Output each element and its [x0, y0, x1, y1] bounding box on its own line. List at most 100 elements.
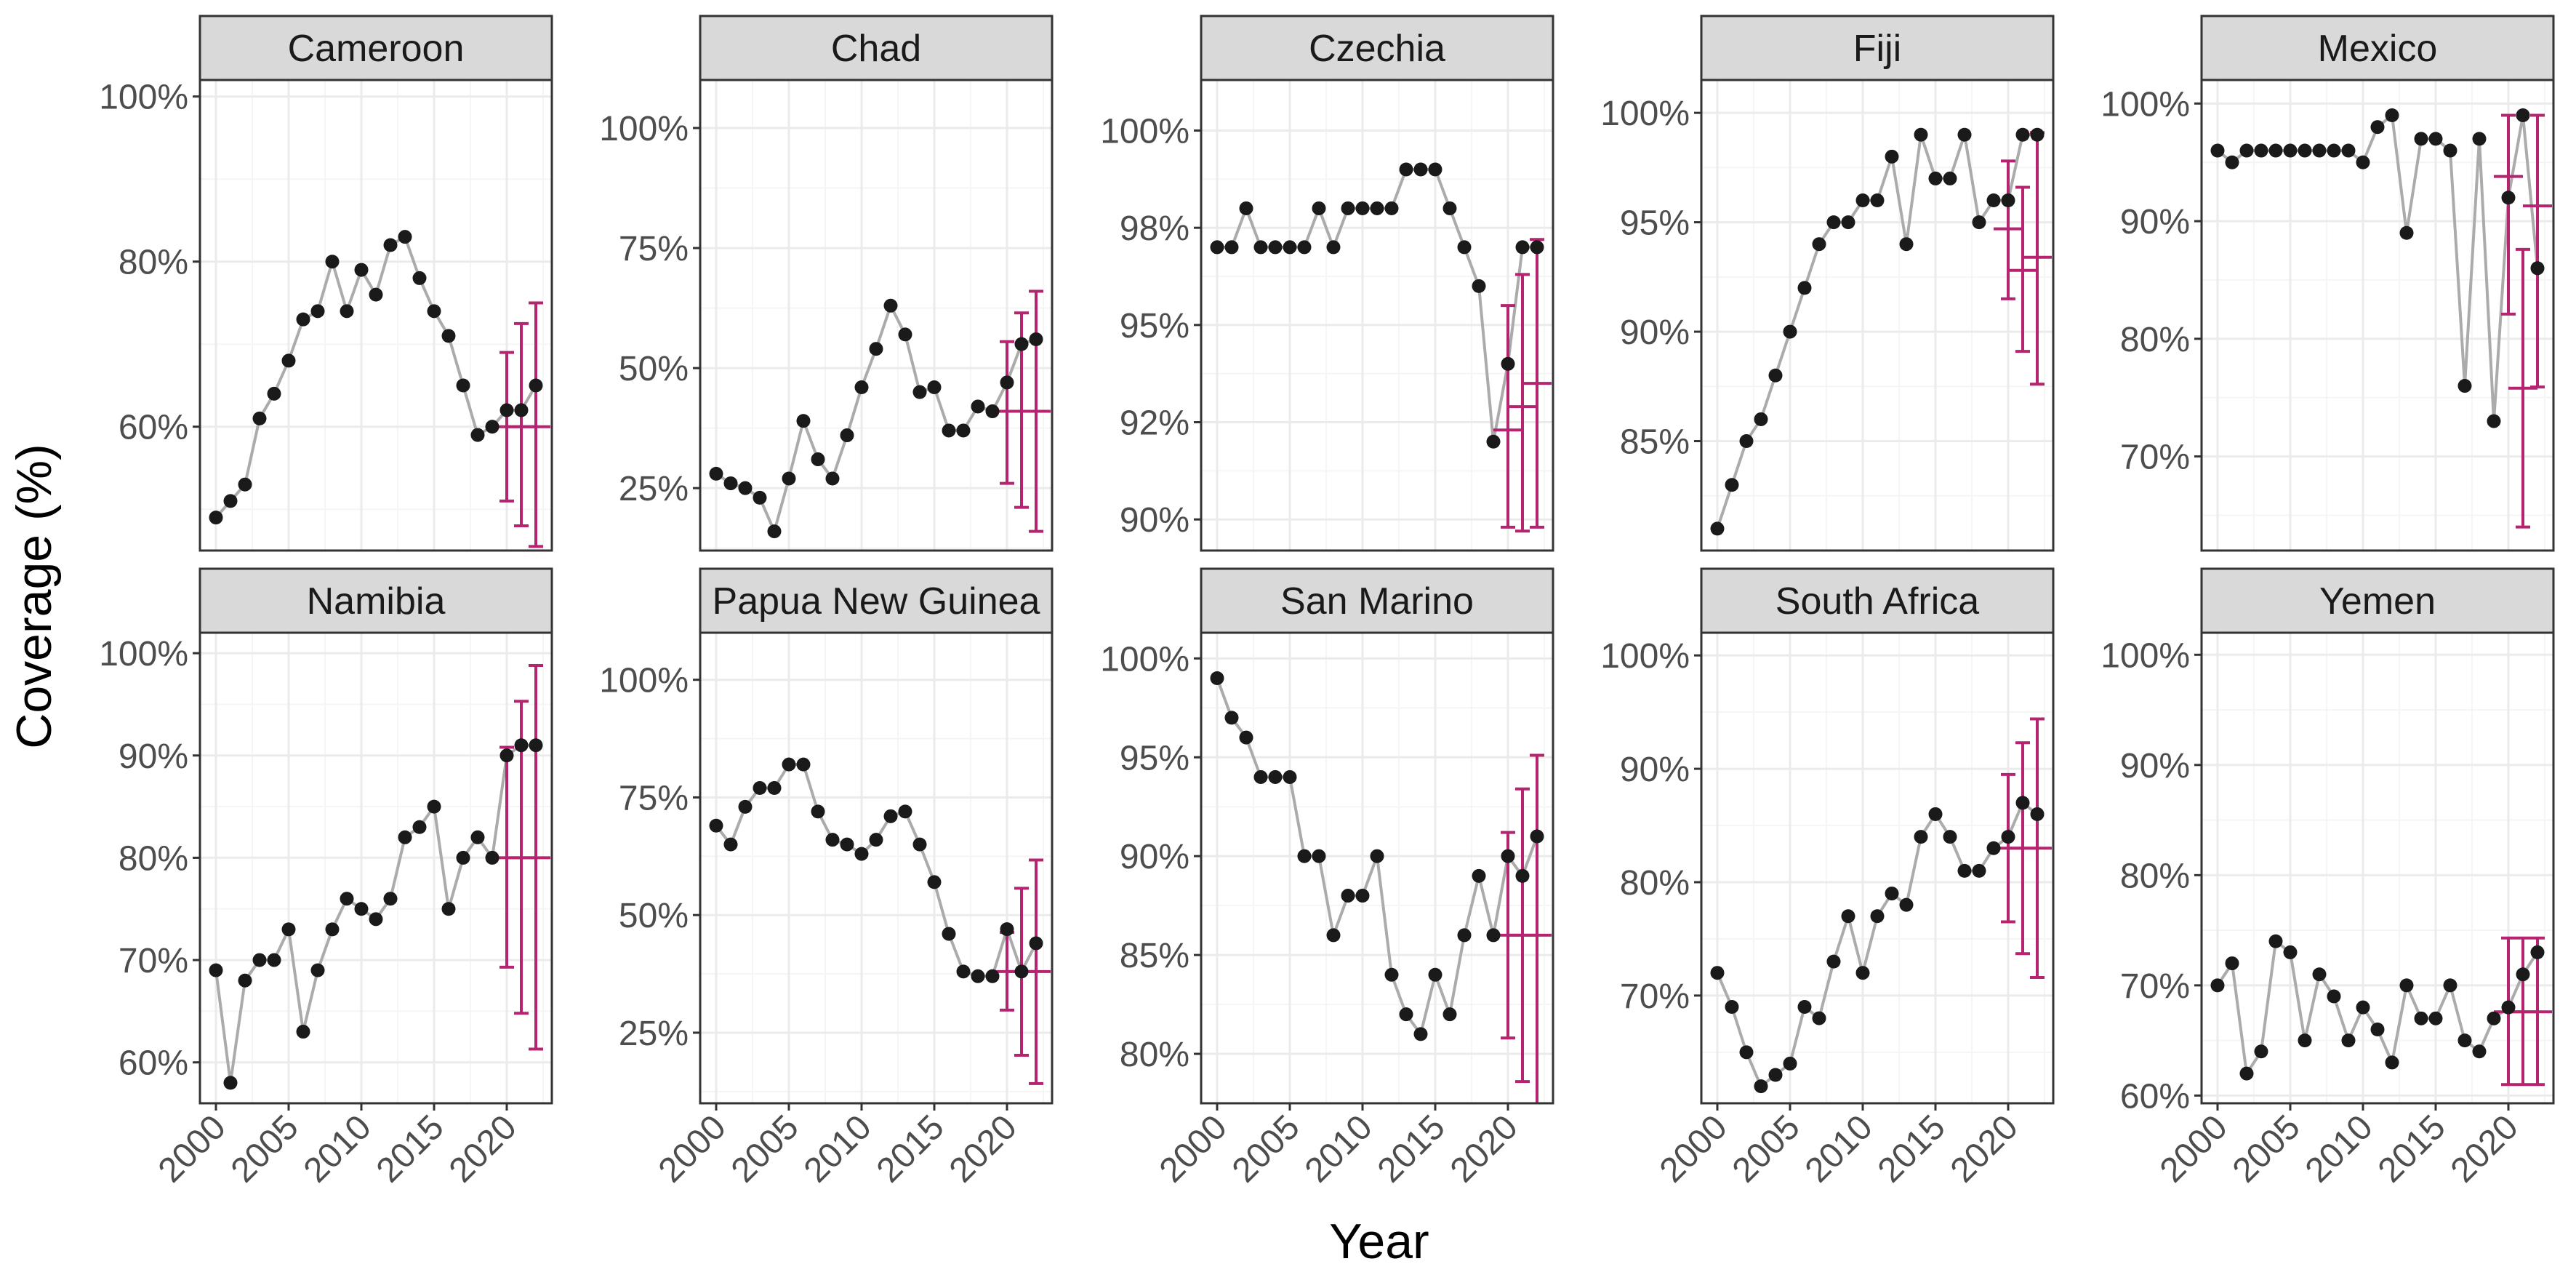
data-point — [2414, 132, 2428, 146]
x-tick-label: 2005 — [1725, 1108, 1807, 1190]
y-tick-label: 90% — [119, 737, 188, 776]
data-point — [1014, 964, 1029, 979]
data-point — [723, 837, 738, 852]
data-point — [1443, 201, 1457, 215]
panel-title: Cameroon — [288, 28, 465, 70]
data-point — [1841, 909, 1855, 924]
x-tick-label: 2005 — [224, 1108, 306, 1190]
data-point — [1885, 887, 1899, 901]
x-tick-label: 2015 — [870, 1108, 952, 1190]
panel-namibia: Namibia 60% 70% 80% 90% 100% 20002005201020152… — [99, 567, 553, 1190]
data-point — [1972, 215, 1986, 230]
data-point — [1239, 201, 1253, 215]
data-point — [1457, 928, 1472, 943]
data-point — [456, 378, 470, 393]
plot-area — [700, 80, 1052, 551]
panel-title: Yemen — [2319, 580, 2436, 623]
y-tick-label: 80% — [2120, 321, 2190, 359]
y-tick-label: 60% — [119, 409, 188, 447]
data-point — [1754, 412, 1768, 426]
y-tick-label: 100% — [99, 79, 188, 117]
data-point — [854, 847, 869, 861]
data-point — [942, 423, 956, 438]
data-point — [1812, 1011, 1826, 1025]
data-point — [1899, 237, 1914, 252]
data-point — [1399, 1007, 1413, 1022]
data-point — [2225, 956, 2239, 971]
data-point — [2472, 132, 2487, 146]
data-point — [529, 738, 543, 753]
strip — [1700, 15, 2055, 81]
data-point — [825, 471, 840, 486]
data-point — [840, 428, 854, 443]
y-tick-label: 70% — [2120, 439, 2190, 477]
data-point — [485, 850, 499, 865]
data-point — [485, 420, 499, 434]
panel-title: Mexico — [2318, 28, 2438, 70]
data-point — [1754, 1079, 1768, 1094]
data-point — [514, 738, 529, 753]
data-point — [1253, 769, 1268, 784]
data-point — [2001, 193, 2015, 208]
data-point — [811, 452, 825, 467]
panel-cameroon: Cameroon 60% 80% 100% — [99, 15, 553, 552]
x-tick-label: 2000 — [151, 1108, 233, 1190]
panel-title: South Africa — [1775, 580, 1979, 623]
data-point — [869, 342, 883, 356]
error-bar — [2494, 113, 2523, 316]
x-tick-label: 2000 — [2153, 1108, 2235, 1190]
data-point — [1268, 769, 1283, 784]
data-point — [2312, 967, 2327, 982]
panel-background — [200, 80, 552, 551]
data-point — [1428, 162, 1443, 177]
data-point — [2268, 934, 2283, 948]
data-point — [1885, 149, 1899, 164]
y-tick-label: 100% — [1100, 113, 1189, 151]
x-tick-label: 2020 — [942, 1108, 1024, 1190]
plot-area — [200, 80, 552, 551]
data-point — [2370, 1022, 2385, 1036]
y-tick-label: 70% — [1620, 977, 1690, 1016]
plot-area — [1201, 633, 1553, 1103]
data-point — [1914, 127, 1928, 142]
data-point — [1283, 769, 1297, 784]
data-point — [2254, 143, 2268, 158]
strip — [2200, 567, 2555, 634]
data-point — [1855, 966, 1870, 980]
data-point — [796, 757, 811, 772]
data-point — [2356, 1000, 2370, 1015]
data-point — [2210, 978, 2225, 993]
data-point — [971, 969, 985, 983]
y-tick-label: 70% — [2120, 967, 2190, 1006]
panel-czechia: Czechia 90% 92% 95% 98% 100% — [1100, 15, 1554, 552]
data-point — [883, 298, 898, 313]
data-point — [2530, 261, 2545, 276]
data-point — [971, 399, 985, 414]
data-point — [1355, 889, 1370, 903]
error-bar — [1022, 289, 1051, 533]
data-point — [1783, 1056, 1797, 1071]
data-point — [1210, 240, 1224, 255]
data-point — [1224, 711, 1239, 725]
data-point — [1326, 240, 1341, 255]
data-point — [1341, 201, 1355, 215]
panel-yemen: Yemen 60% 70% 80% 90% 100% 2000200520102015202… — [2100, 567, 2555, 1190]
error-bar — [1493, 304, 1522, 529]
data-point — [369, 912, 383, 927]
data-point — [1000, 922, 1014, 937]
data-point — [2239, 1066, 2254, 1081]
data-point — [825, 833, 840, 847]
panel-fiji: Fiji 85% 90% 95% 100% — [1600, 15, 2055, 552]
data-point — [1370, 201, 1384, 215]
data-point — [1326, 928, 1341, 943]
y-tick-label: 100% — [2100, 636, 2190, 675]
data-point — [310, 304, 325, 319]
y-tick-label: 100% — [99, 635, 188, 673]
data-point — [2457, 379, 2472, 393]
y-tick-label: 100% — [599, 110, 689, 148]
data-point — [2015, 127, 2030, 142]
data-point — [2443, 143, 2457, 158]
panel-title: Papua New Guinea — [713, 580, 1040, 623]
error-bar — [2008, 185, 2037, 353]
